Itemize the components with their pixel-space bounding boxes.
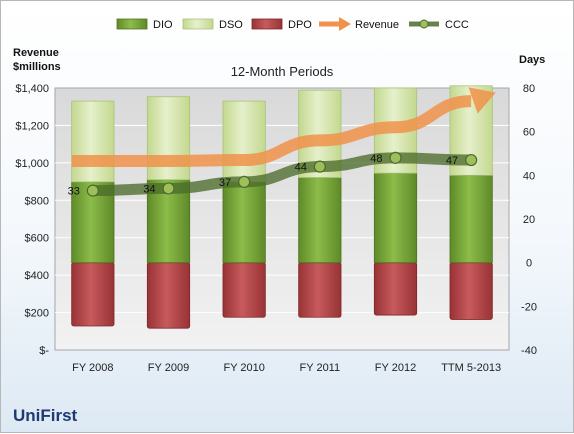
bar-dio xyxy=(373,172,418,264)
left-tick-label: $200 xyxy=(25,308,49,320)
bar-dpo xyxy=(373,262,418,316)
ccc-data-label: 33 xyxy=(68,186,80,198)
bar-dio xyxy=(222,181,266,264)
legend-item-revenue: Revenue xyxy=(319,17,399,31)
bar-dpo xyxy=(298,262,342,318)
bar-dio xyxy=(298,177,342,264)
bar-dso xyxy=(222,100,266,183)
legend-swatch-marker xyxy=(419,19,429,29)
right-tick-label: 80 xyxy=(523,83,535,95)
ccc-data-label: 47 xyxy=(446,155,458,167)
left-axis-title-line1: Revenue xyxy=(13,47,59,59)
category-tick-label: TTM 5-2013 xyxy=(441,362,501,374)
bar-dpo xyxy=(71,262,115,327)
left-tick-label: $1,000 xyxy=(15,158,49,170)
legend-item-dpo: DPO xyxy=(251,18,312,31)
revenue-line xyxy=(71,95,472,167)
ccc-point xyxy=(162,182,175,195)
ccc-data-label: 37 xyxy=(219,177,231,189)
left-tick-label: $800 xyxy=(25,195,49,207)
right-tick-label: -40 xyxy=(521,345,537,357)
legend-swatch xyxy=(182,18,214,30)
legend-label: DSO xyxy=(219,19,243,31)
bar-dio xyxy=(449,174,493,264)
left-tick-label: $1,200 xyxy=(15,120,49,132)
right-tick-label: 60 xyxy=(523,127,535,139)
plot-area xyxy=(54,87,510,351)
bar-dpo xyxy=(449,262,493,320)
legend: DIO DSO DPO Revenue CCC xyxy=(116,17,469,31)
ccc-point xyxy=(86,184,99,197)
company-name: UniFirst xyxy=(13,406,78,425)
legend-item-ccc: CCC xyxy=(409,19,469,31)
bar-dso xyxy=(71,100,115,183)
ccc-data-label: 44 xyxy=(295,162,307,174)
bar-dpo xyxy=(146,262,191,329)
bar-dso xyxy=(146,96,191,181)
right-tick-label: -20 xyxy=(521,301,537,313)
category-tick-label: FY 2011 xyxy=(300,362,341,374)
legend-label: CCC xyxy=(445,19,469,31)
right-tick-label: 0 xyxy=(526,258,532,270)
legend-swatch xyxy=(116,18,148,30)
left-tick-label: $1,400 xyxy=(15,83,49,95)
left-tick-label: $400 xyxy=(25,270,49,282)
ccc-data-label: 34 xyxy=(143,183,155,195)
legend-item-dso: DSO xyxy=(182,18,243,31)
ccc-point xyxy=(389,151,402,164)
category-tick-label: FY 2010 xyxy=(223,362,264,374)
category-tick-label: FY 2009 xyxy=(148,362,189,374)
left-axis-title-line2: $millions xyxy=(13,61,61,73)
axes-layer: $- $200 $400 $600 $800 $1,000 $1,200 $1,400 -40 -… xyxy=(15,83,537,374)
bar-dpo xyxy=(222,262,266,318)
ccc-data-label: 48 xyxy=(370,153,382,165)
ccc-point xyxy=(465,153,478,167)
legend-swatch-head xyxy=(339,17,351,31)
legend-item-dio: DIO xyxy=(116,18,173,31)
right-tick-label: 40 xyxy=(523,170,535,182)
left-tick-label: $- xyxy=(39,345,49,357)
legend-label: DIO xyxy=(153,19,173,31)
ccc-point xyxy=(313,160,326,173)
legend-label: DPO xyxy=(288,19,312,31)
left-tick-label: $600 xyxy=(25,233,49,245)
category-tick-label: FY 2012 xyxy=(375,362,416,374)
category-tick-label: FY 2008 xyxy=(72,362,113,374)
right-tick-label: 20 xyxy=(523,214,535,226)
legend-swatch xyxy=(251,18,283,30)
right-axis-title: Days xyxy=(519,54,545,66)
legend-label: Revenue xyxy=(355,19,399,31)
chart-title: 12-Month Periods xyxy=(231,64,334,79)
ccc-point xyxy=(238,175,251,188)
revenue-arrowhead xyxy=(468,87,496,114)
line-layer: 33 34 37 44 48 47 xyxy=(68,87,496,198)
